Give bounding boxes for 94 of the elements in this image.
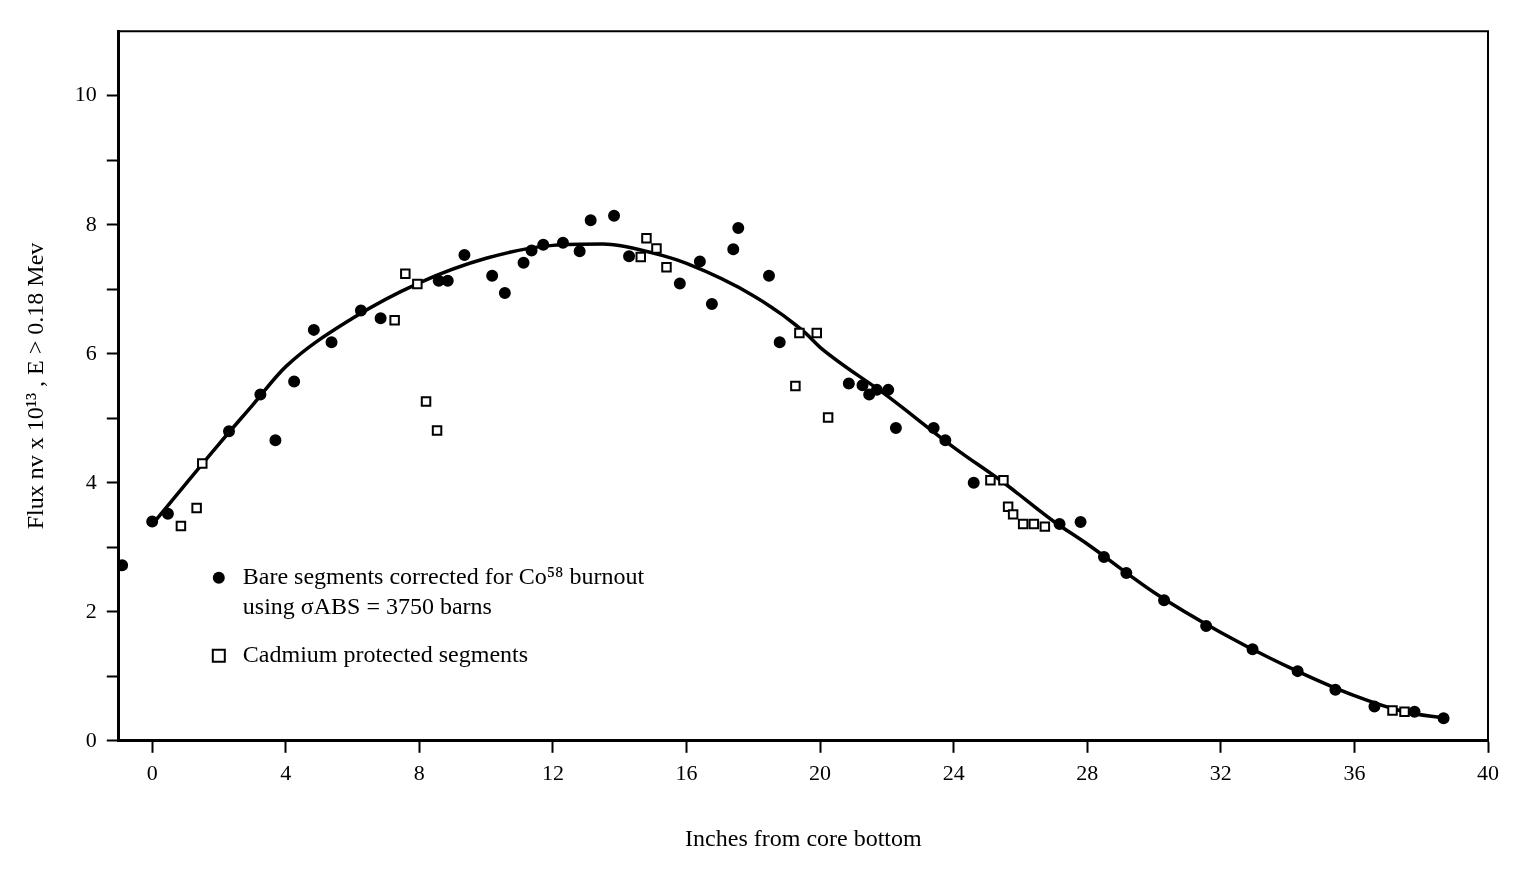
point bbox=[1097, 550, 1110, 563]
point bbox=[374, 312, 387, 325]
point bbox=[146, 515, 159, 528]
point bbox=[420, 396, 432, 407]
point bbox=[1368, 700, 1381, 713]
point bbox=[1007, 509, 1019, 520]
point bbox=[354, 304, 367, 317]
point bbox=[1017, 518, 1029, 530]
x-tick-label: 28 bbox=[1076, 759, 1099, 785]
point bbox=[773, 336, 786, 349]
x-tick-label: 40 bbox=[1477, 759, 1499, 785]
point bbox=[856, 379, 869, 392]
x-tick-label: 36 bbox=[1343, 759, 1366, 785]
point bbox=[927, 421, 940, 434]
point bbox=[486, 269, 499, 282]
point bbox=[191, 502, 202, 514]
y-tick-label: 0 bbox=[85, 726, 97, 752]
point bbox=[882, 383, 895, 396]
point bbox=[661, 262, 672, 273]
point bbox=[556, 236, 569, 249]
x-axis-title: Inches from core bottom bbox=[685, 824, 923, 851]
point bbox=[1120, 567, 1133, 580]
point bbox=[400, 268, 411, 279]
y-axis-title: Flux nv x 10¹³ , E > 0.18 Mev bbox=[21, 242, 48, 530]
point bbox=[705, 298, 718, 311]
point bbox=[635, 251, 647, 263]
point bbox=[517, 256, 530, 269]
point bbox=[325, 336, 338, 349]
point bbox=[727, 243, 740, 256]
point bbox=[1002, 501, 1014, 512]
point bbox=[623, 250, 636, 263]
point bbox=[870, 383, 883, 396]
x-tick-label: 8 bbox=[413, 759, 425, 785]
point bbox=[790, 380, 801, 392]
x-tick-label: 20 bbox=[809, 759, 832, 785]
point bbox=[811, 327, 822, 339]
y-tick-label: 2 bbox=[85, 597, 97, 623]
point bbox=[1399, 706, 1410, 718]
point bbox=[1053, 518, 1066, 531]
point bbox=[641, 233, 652, 244]
point bbox=[458, 249, 471, 262]
point bbox=[608, 209, 621, 222]
y-tick-label: 6 bbox=[85, 339, 97, 365]
x-tick-label: 24 bbox=[942, 759, 965, 785]
point bbox=[288, 375, 301, 388]
point bbox=[431, 425, 443, 436]
x-tick-label: 32 bbox=[1209, 759, 1232, 785]
point bbox=[389, 314, 400, 326]
point bbox=[693, 255, 706, 268]
x-tick-label: 12 bbox=[541, 759, 564, 785]
point bbox=[673, 277, 686, 290]
point bbox=[732, 221, 745, 234]
x-tick-label: 4 bbox=[280, 759, 292, 785]
x-tick-label: 16 bbox=[675, 759, 698, 785]
point bbox=[889, 421, 902, 434]
point bbox=[1200, 619, 1213, 632]
point bbox=[175, 520, 187, 532]
point bbox=[1158, 594, 1171, 607]
point bbox=[967, 476, 980, 489]
point bbox=[197, 458, 208, 469]
point bbox=[223, 425, 235, 438]
point bbox=[1028, 518, 1040, 530]
point bbox=[269, 434, 282, 447]
point bbox=[254, 388, 267, 401]
point bbox=[1074, 516, 1087, 529]
y-tick-label: 4 bbox=[85, 468, 97, 494]
point bbox=[1329, 683, 1342, 696]
point bbox=[998, 474, 1009, 486]
point bbox=[763, 269, 775, 282]
point bbox=[1408, 705, 1421, 718]
point bbox=[1246, 643, 1259, 656]
point bbox=[1437, 712, 1450, 725]
point bbox=[939, 434, 952, 447]
point bbox=[161, 507, 174, 520]
point bbox=[842, 377, 855, 390]
point bbox=[985, 474, 996, 486]
point bbox=[498, 287, 511, 300]
point bbox=[822, 412, 834, 423]
point bbox=[651, 243, 662, 254]
legend-label: Cadmium protected segments bbox=[242, 641, 529, 668]
y-tick-label: 10 bbox=[74, 81, 97, 107]
point bbox=[537, 238, 550, 251]
point bbox=[573, 245, 586, 258]
point bbox=[584, 214, 597, 227]
point bbox=[307, 323, 320, 336]
point bbox=[1291, 665, 1304, 678]
point bbox=[1387, 705, 1398, 716]
point bbox=[525, 244, 538, 257]
point bbox=[412, 278, 423, 290]
point bbox=[1039, 521, 1051, 532]
point bbox=[794, 327, 805, 339]
y-tick-label: 8 bbox=[85, 210, 97, 236]
x-tick-label: 0 bbox=[146, 759, 158, 785]
legend-label: Bare segments corrected for Co⁵⁸ burnout using σABS = 3750 barns bbox=[242, 563, 645, 620]
